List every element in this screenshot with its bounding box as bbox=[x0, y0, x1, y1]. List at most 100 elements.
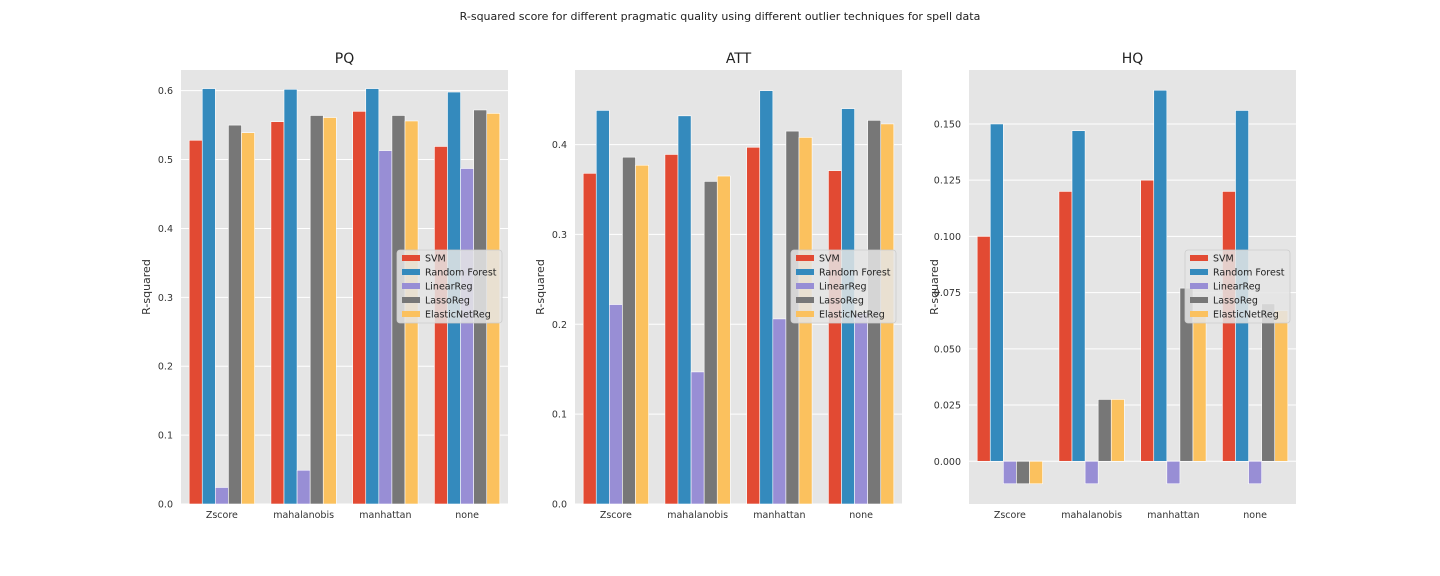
bar-elasticnetreg-manhattan bbox=[1192, 310, 1207, 462]
x-tick-label: manhattan bbox=[359, 510, 411, 521]
legend-label: Random Forest bbox=[1213, 268, 1285, 279]
legend-swatch bbox=[402, 255, 420, 261]
legend-box bbox=[1184, 249, 1291, 324]
legend-item-linearreg: LinearReg bbox=[402, 282, 473, 293]
y-axis-label: R-squared bbox=[534, 259, 547, 315]
bar-random-forest-zscore bbox=[989, 123, 1004, 462]
legend-swatch bbox=[1190, 283, 1208, 289]
legend-item-lassoreg: LassoReg bbox=[402, 296, 470, 307]
bar-lassoreg-mahalanobis bbox=[703, 181, 718, 505]
bar-random-forest-mahalanobis bbox=[677, 115, 692, 505]
y-tick-label: 0.1 bbox=[158, 431, 173, 442]
bar-linearreg-none bbox=[854, 313, 868, 505]
legend-swatch bbox=[1190, 255, 1208, 261]
panel-title: PQ bbox=[335, 51, 354, 67]
legend-label: SVM bbox=[1213, 254, 1234, 265]
x-tick-label: mahalanobis bbox=[273, 510, 334, 521]
y-tick-label: 0.150 bbox=[934, 119, 961, 130]
bar-linearreg-manhattan bbox=[378, 150, 393, 505]
x-tick-label: Zscore bbox=[994, 510, 1026, 521]
legend: SVM Random Forest LinearReg LassoReg Elastic… bbox=[1184, 249, 1291, 324]
legend-item-svm: SVM bbox=[1190, 254, 1234, 265]
legend-label: LinearReg bbox=[425, 282, 473, 293]
bar-linearreg-manhattan bbox=[1166, 460, 1181, 485]
x-tick-label: manhattan bbox=[1147, 510, 1199, 521]
bar-random-forest-mahalanobis bbox=[1071, 130, 1086, 462]
bar-svm-manhattan bbox=[1140, 179, 1155, 462]
legend-box bbox=[396, 249, 503, 324]
bar-svm-none bbox=[434, 146, 448, 505]
bar-random-forest-zscore bbox=[595, 110, 610, 505]
panel-title: ATT bbox=[726, 51, 752, 67]
legend-swatch bbox=[796, 255, 814, 261]
y-tick-label: 0.0 bbox=[158, 500, 173, 511]
chart-panel-att: 0.0 0.1 0.2 0.3 0.4 Zscore mahalanobis manhatta… bbox=[534, 51, 902, 521]
bar-lassoreg-mahalanobis bbox=[1097, 399, 1112, 462]
x-tick-label: mahalanobis bbox=[667, 510, 728, 521]
legend-swatch bbox=[796, 283, 814, 289]
legend-label: LinearReg bbox=[1213, 282, 1261, 293]
bar-linearreg-mahalanobis bbox=[690, 371, 705, 505]
panel-title: HQ bbox=[1122, 51, 1144, 67]
y-tick-label: 0.2 bbox=[552, 320, 567, 331]
bar-random-forest-manhattan bbox=[365, 88, 380, 505]
bar-svm-zscore bbox=[976, 236, 991, 462]
bar-linearreg-zscore bbox=[609, 304, 623, 505]
bar-lassoreg-zscore bbox=[1016, 460, 1030, 485]
legend: SVM Random Forest LinearReg LassoReg Elastic… bbox=[396, 249, 503, 324]
y-axis-label: R-squared bbox=[140, 259, 153, 315]
legend-item-linearreg: LinearReg bbox=[796, 282, 867, 293]
bar-svm-mahalanobis bbox=[1058, 191, 1073, 462]
bar-random-forest-manhattan bbox=[759, 90, 774, 505]
bar-linearreg-none bbox=[1248, 460, 1262, 485]
legend-item-random-forest: Random Forest bbox=[402, 268, 497, 279]
bar-elasticnetreg-mahalanobis bbox=[1110, 399, 1125, 462]
bar-lassoreg-none bbox=[1261, 303, 1276, 462]
legend-item-lassoreg: LassoReg bbox=[1190, 296, 1258, 307]
chart-panel-hq: 0.000 0.025 0.050 0.075 0.100 0.125 0.150 Zscor… bbox=[928, 51, 1296, 521]
bar-lassoreg-zscore bbox=[622, 156, 636, 505]
legend-label: ElasticNetReg bbox=[425, 310, 491, 321]
bar-linearreg-mahalanobis bbox=[296, 469, 311, 505]
legend-box bbox=[790, 249, 897, 324]
legend-label: SVM bbox=[425, 254, 446, 265]
legend-item-random-forest: Random Forest bbox=[796, 268, 891, 279]
bar-elasticnetreg-zscore bbox=[241, 132, 255, 505]
legend-swatch bbox=[402, 297, 420, 303]
legend-label: LinearReg bbox=[819, 282, 867, 293]
y-tick-label: 0.100 bbox=[934, 232, 961, 243]
y-tick-label: 0.2 bbox=[158, 362, 173, 373]
y-tick-label: 0.5 bbox=[158, 155, 173, 166]
legend-swatch bbox=[402, 269, 420, 275]
y-tick-label: 0.000 bbox=[934, 457, 961, 468]
bar-lassoreg-zscore bbox=[228, 124, 242, 505]
bar-svm-none bbox=[828, 170, 842, 505]
bar-random-forest-zscore bbox=[201, 88, 216, 505]
legend-swatch bbox=[796, 311, 814, 317]
bar-svm-mahalanobis bbox=[270, 121, 285, 505]
y-tick-label: 0.125 bbox=[934, 176, 961, 187]
y-tick-label: 0.4 bbox=[158, 224, 173, 235]
y-tick-label: 0.050 bbox=[934, 344, 961, 355]
legend-label: LassoReg bbox=[819, 296, 864, 307]
legend-label: LassoReg bbox=[1213, 296, 1258, 307]
legend-item-lassoreg: LassoReg bbox=[796, 296, 864, 307]
x-tick-label: Zscore bbox=[206, 510, 238, 521]
bar-linearreg-manhattan bbox=[772, 318, 787, 505]
y-tick-label: 0.4 bbox=[552, 140, 567, 151]
legend-item-linearreg: LinearReg bbox=[1190, 282, 1261, 293]
x-tick-label: none bbox=[1243, 510, 1267, 521]
bar-linearreg-zscore bbox=[215, 487, 229, 505]
legend-label: LassoReg bbox=[425, 296, 470, 307]
legend-swatch bbox=[1190, 297, 1208, 303]
chart-panels: 0.0 0.1 0.2 0.3 0.4 0.5 0.6 Zscore mahalanobis ma… bbox=[140, 51, 1296, 521]
figure-suptitle: R-squared score for different pragmatic … bbox=[460, 10, 981, 23]
bar-random-forest-mahalanobis bbox=[283, 88, 298, 505]
bar-elasticnetreg-none bbox=[1274, 310, 1289, 462]
legend-item-random-forest: Random Forest bbox=[1190, 268, 1285, 279]
y-tick-label: 0.025 bbox=[934, 401, 961, 412]
x-tick-label: none bbox=[455, 510, 479, 521]
legend-swatch bbox=[796, 297, 814, 303]
bar-svm-mahalanobis bbox=[664, 154, 679, 505]
